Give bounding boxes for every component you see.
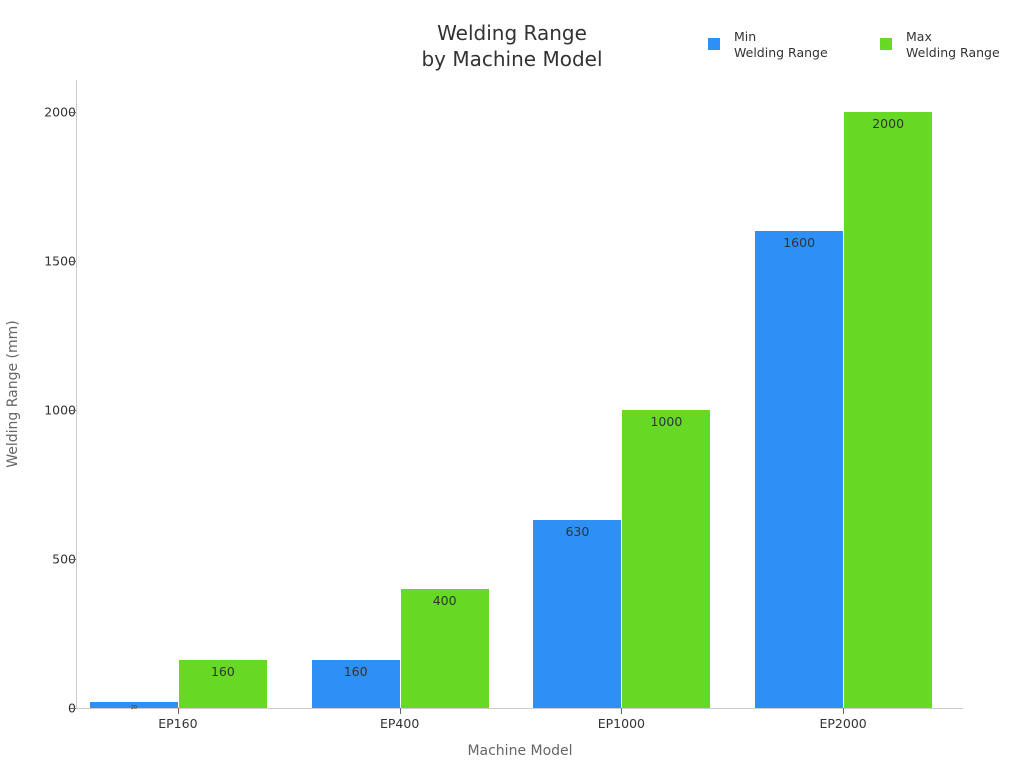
x-tick-label: EP2000 [819, 716, 867, 731]
y-axis-line [76, 80, 77, 708]
chart-title: Welding Range by Machine Model [362, 20, 662, 72]
x-axis-label: Machine Model [467, 743, 573, 759]
y-tick-label: 2000 [44, 104, 76, 120]
title-line-1: Welding Range [437, 21, 587, 45]
bar-value-label: 2000 [872, 116, 905, 131]
bar-max-ep2000[interactable]: 2000 [844, 112, 933, 708]
legend-label-max-line2: Welding Range [906, 45, 1000, 60]
legend-label-min-line1: Min [734, 29, 757, 44]
y-tick-mark [70, 708, 76, 709]
x-tick-label: EP160 [158, 716, 198, 731]
x-tick-mark [177, 708, 179, 714]
legend-item-max[interactable]: Max Welding Range [872, 29, 1024, 61]
legend: Min Welding Range Max Welding Range [700, 29, 1024, 61]
bar-min-ep400[interactable]: 160 [311, 660, 400, 708]
x-tick-mark [843, 708, 845, 714]
y-tick-mark [70, 261, 76, 262]
bar-value-label: 400 [432, 592, 457, 608]
title-line-2: by Machine Model [421, 47, 603, 71]
y-axis-label: Welding Range (mm) [5, 320, 21, 468]
bar-min-ep1000[interactable]: 630 [533, 520, 622, 708]
legend-label-min: Min Welding Range [734, 29, 854, 61]
legend-label-max: Max Welding Range [906, 29, 1024, 61]
bar-min-ep2000[interactable]: 1600 [755, 231, 844, 708]
y-tick-label: 1000 [44, 402, 76, 418]
bar-value-label: 20 [130, 705, 138, 712]
y-tick-label: 500 [52, 551, 76, 567]
bar-value-label: 160 [343, 664, 368, 680]
y-tick-mark [70, 559, 76, 560]
bar-max-ep160[interactable]: 160 [178, 660, 267, 708]
x-tick-label: EP400 [379, 716, 420, 731]
bar-value-label: 630 [565, 524, 590, 540]
legend-item-min[interactable]: Min Welding Range [700, 29, 854, 61]
legend-label-min-line2: Welding Range [734, 45, 828, 60]
bar-min-ep160[interactable]: 20 [89, 702, 178, 712]
bar-max-ep1000[interactable]: 1000 [622, 410, 711, 708]
bar-value-label: 1000 [650, 414, 683, 429]
y-tick-label: 1500 [44, 253, 76, 269]
x-tick-label: EP1000 [597, 716, 645, 731]
legend-label-max-line1: Max [906, 29, 932, 44]
legend-swatch-max [880, 38, 892, 50]
legend-swatch-min [708, 38, 720, 50]
y-tick-mark [70, 112, 76, 113]
x-axis-line [76, 708, 963, 709]
bar-max-ep400[interactable]: 400 [400, 588, 489, 708]
bar-value-label: 160 [210, 664, 235, 680]
y-tick-mark [70, 410, 76, 411]
x-tick-mark [399, 708, 401, 714]
x-tick-mark [621, 708, 623, 714]
bar-value-label: 1600 [783, 235, 816, 251]
